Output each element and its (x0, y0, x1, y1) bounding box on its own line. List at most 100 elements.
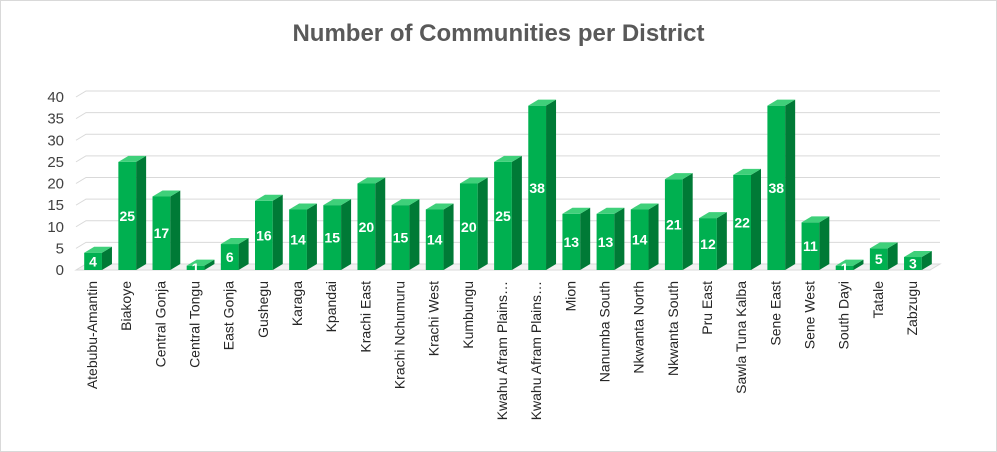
data-label: 16 (256, 227, 272, 243)
bar-top (391, 199, 420, 206)
bar-top (596, 207, 625, 214)
data-label: 20 (359, 219, 375, 235)
bar-top (254, 194, 283, 201)
bar-front (84, 252, 102, 270)
data-label: 11 (803, 238, 818, 254)
bar-front (664, 179, 683, 270)
data-label: 38 (529, 180, 545, 196)
bar-top (869, 242, 898, 249)
bar-top (699, 212, 727, 219)
y-tick-label: 15 (47, 197, 64, 214)
bar-top (801, 216, 830, 223)
data-label: 15 (393, 230, 409, 246)
bar-front (699, 218, 717, 270)
bar-front (596, 213, 615, 270)
data-label: 5 (875, 251, 883, 267)
gridline (75, 155, 940, 163)
bar-top (733, 168, 762, 175)
bar-side (853, 259, 864, 270)
bar-top (357, 177, 386, 184)
bar-side (511, 155, 522, 270)
data-label: 13 (598, 234, 614, 250)
data-label: 21 (666, 217, 682, 233)
bar-top (767, 99, 796, 106)
chart-title: Number of Communities per District (292, 20, 705, 47)
x-category-label: Mion (562, 281, 578, 311)
x-category-label: Kwahu Afram Plains… (494, 281, 510, 420)
bar-front (528, 105, 547, 271)
x-category-label: Zabzugu (904, 281, 920, 335)
bar-top (152, 190, 181, 197)
bar-front (289, 209, 307, 270)
bar-side (819, 216, 830, 270)
data-label: 14 (290, 232, 306, 248)
x-category-label: Sawla Tuna Kalba (733, 281, 749, 394)
bar-side (477, 177, 488, 270)
bar-front (562, 213, 581, 270)
data-label: 17 (154, 225, 170, 241)
x-category-label: Central Tongu (187, 281, 203, 368)
x-category-label: Nanumba South (596, 281, 612, 382)
data-label: 14 (632, 232, 648, 248)
x-category-label: Nkwanta North (631, 281, 647, 374)
y-tick-label: 5 (56, 240, 64, 257)
bar-front (494, 161, 512, 270)
bar-side (341, 199, 352, 270)
data-label: 25 (119, 208, 135, 224)
x-category-label: Central Gonja (152, 281, 168, 368)
bar-top (323, 199, 352, 206)
x-category-label: Kwahu Afram Plains… (528, 281, 544, 420)
data-label: 3 (909, 256, 917, 272)
data-label: 1 (841, 260, 849, 276)
bar-top (186, 259, 215, 266)
bar-front (357, 183, 376, 270)
bar-side (204, 259, 215, 270)
gridline (75, 177, 940, 184)
bar-front (254, 200, 273, 270)
data-label: 6 (226, 249, 234, 265)
x-category-label: Atebubu-Amantin (84, 281, 100, 389)
bar-top (84, 246, 112, 253)
bar-front (220, 244, 239, 270)
bar-side (682, 173, 693, 270)
x-category-label: Sene East (767, 281, 783, 346)
bar-side (409, 199, 420, 270)
y-tick-label: 30 (47, 132, 64, 149)
y-tick-label: 0 (56, 262, 64, 279)
gridline (75, 198, 940, 206)
bar-front (733, 174, 752, 270)
data-label: 1 (192, 260, 200, 276)
y-tick-label: 25 (47, 154, 64, 171)
data-label: 20 (461, 219, 477, 235)
bar-front (186, 265, 205, 270)
bar-front (152, 196, 171, 270)
bar-side (170, 190, 181, 270)
x-category-label: Krachi East (357, 281, 373, 353)
bar-front (869, 248, 888, 270)
bar-side (580, 207, 591, 270)
gridline (75, 90, 940, 98)
bar-front (391, 205, 410, 270)
bar-side (101, 246, 112, 270)
bar-top (630, 203, 659, 210)
data-label: 38 (768, 180, 784, 196)
bar-side (306, 203, 317, 270)
bar-side (887, 242, 898, 270)
x-category-label: South Dayi (836, 281, 852, 349)
x-category-label: Gushegu (255, 281, 271, 338)
bar-side (751, 168, 762, 270)
bar-top (494, 155, 522, 162)
x-category-label: Pru East (699, 281, 715, 335)
x-category-label: Karaga (289, 281, 305, 326)
bar-top (425, 203, 454, 210)
gridline (75, 133, 940, 141)
x-category-label: East Gonja (221, 281, 237, 350)
bar-front (767, 105, 786, 271)
x-category-label: Krachi West (426, 281, 442, 356)
bar-top (459, 177, 488, 184)
data-label: 22 (734, 214, 750, 230)
bar-side (272, 194, 283, 270)
bar-front (118, 161, 137, 270)
bar-front (425, 209, 444, 270)
